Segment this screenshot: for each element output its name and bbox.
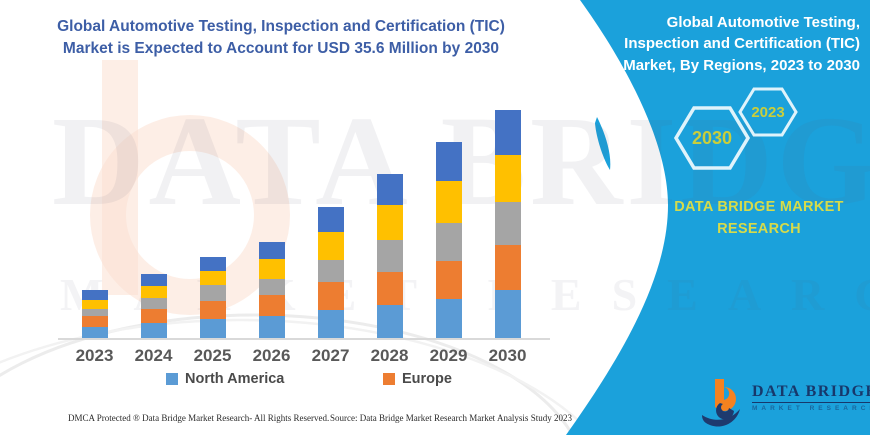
hexagon-2030-icon <box>673 106 751 170</box>
europe-swatch-icon <box>383 373 395 385</box>
north-america-swatch-icon <box>166 373 178 385</box>
bar-segment <box>435 141 462 181</box>
bar-segment <box>376 240 403 273</box>
x-label-2026: 2026 <box>252 346 291 365</box>
x-label-2024: 2024 <box>134 346 173 365</box>
bar-2030 <box>494 110 521 338</box>
bar-segment <box>494 245 521 290</box>
bar-segment <box>199 300 226 320</box>
chart-title: Global Automotive Testing, Inspection an… <box>57 18 505 58</box>
bar-2023 <box>81 290 108 338</box>
x-label-2025: 2025 <box>193 346 232 365</box>
bar-segment <box>81 290 108 301</box>
bar-segment <box>258 242 285 260</box>
bar-segment <box>199 319 226 338</box>
bar-segment <box>81 326 108 338</box>
chart-legend: North America Europe <box>0 371 560 391</box>
data-bridge-b-icon <box>702 379 740 427</box>
bar-segment <box>494 201 521 246</box>
logo-name: DATA BRIDGE <box>752 383 870 403</box>
data-bridge-logo: DATA BRIDGE MARKET RESEARCH <box>700 377 870 427</box>
bar-segment <box>376 204 403 241</box>
legend-item-north-america: North America <box>166 371 284 387</box>
data-bridge-b-watermark <box>90 60 290 315</box>
bar-segment <box>376 174 403 205</box>
bar-segment <box>258 315 285 338</box>
bar-segment <box>199 256 226 271</box>
source-notice: Source: Data Bridge Market Research Mark… <box>330 413 572 423</box>
bar-segment <box>435 260 462 299</box>
dmca-notice: DMCA Protected ® Data Bridge Market Rese… <box>68 413 330 423</box>
bar-2024 <box>140 273 167 338</box>
bar-segment <box>494 155 521 202</box>
logo-subtitle: MARKET RESEARCH <box>752 405 870 412</box>
svg-text:2030: 2030 <box>692 128 732 148</box>
brand-line2: RESEARCH <box>717 221 801 238</box>
bar-segment <box>140 298 167 310</box>
legend-label-north-america: North America <box>185 371 285 387</box>
bar-segment <box>81 316 108 327</box>
legend-item-europe: Europe <box>383 371 452 387</box>
bar-segment <box>317 309 344 338</box>
bar-segment <box>258 259 285 279</box>
bar-segment <box>494 290 521 338</box>
bar-2027 <box>317 207 344 338</box>
bar-segment <box>317 282 344 310</box>
hexagon-badges: 2023 2030 <box>673 87 798 170</box>
bar-2026 <box>258 242 285 338</box>
bar-segment <box>81 308 108 317</box>
svg-text:2023: 2023 <box>751 104 784 121</box>
bar-segment <box>258 295 285 316</box>
bar-segment <box>140 273 167 287</box>
bar-segment <box>435 180 462 223</box>
bar-segment <box>317 207 344 232</box>
x-label-2029: 2029 <box>429 346 468 365</box>
bar-segment <box>376 305 403 338</box>
bar-segment <box>140 286 167 299</box>
bar-segment <box>435 299 462 338</box>
bar-segment <box>199 284 226 301</box>
x-label-2023: 2023 <box>75 346 114 365</box>
legend-label-europe: Europe <box>402 371 452 387</box>
bar-2029 <box>435 141 462 338</box>
brand-line1: DATA BRIDGE MARKET <box>674 199 844 215</box>
panel-title: Global Automotive Testing, Inspection an… <box>623 14 860 74</box>
x-axis-line <box>58 338 550 340</box>
bar-segment <box>317 259 344 283</box>
bar-segment <box>81 300 108 309</box>
bar-segment <box>258 278 285 296</box>
bar-segment <box>140 309 167 324</box>
bar-segment <box>317 231 344 260</box>
bar-segment <box>494 110 521 156</box>
x-label-2028: 2028 <box>370 346 409 365</box>
bar-segment <box>376 272 403 306</box>
bar-2025 <box>199 256 226 338</box>
brand-text: DATA BRIDGE MARKET RESEARCH <box>652 196 866 241</box>
bar-segment <box>140 323 167 338</box>
bar-segment <box>435 222 462 261</box>
x-label-2027: 2027 <box>311 346 350 365</box>
hexagon-2023-icon <box>738 87 798 137</box>
x-label-2030: 2030 <box>488 346 527 365</box>
bar-segment <box>199 270 226 285</box>
bar-2028 <box>376 174 403 338</box>
